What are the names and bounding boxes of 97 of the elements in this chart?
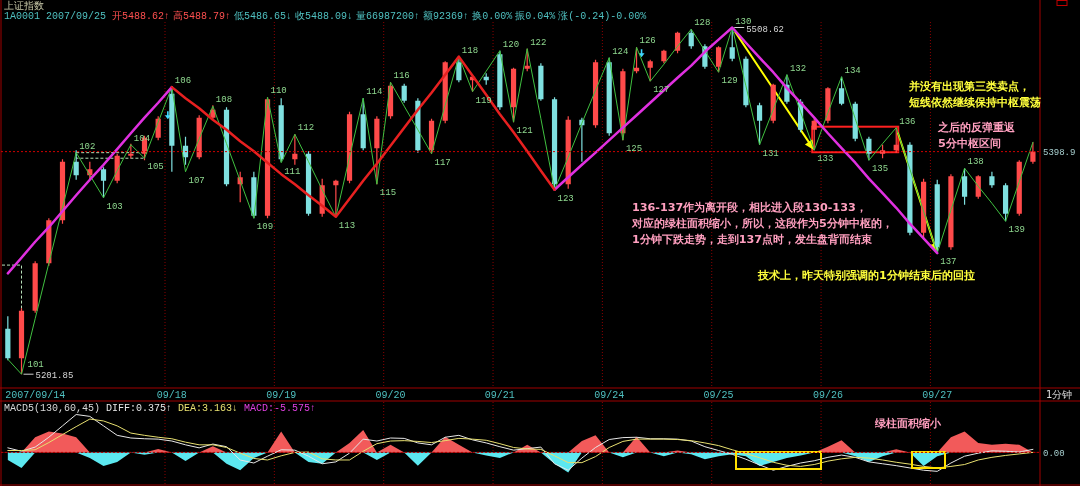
annotation: 122 (530, 37, 547, 48)
annotation: 101 (27, 360, 44, 371)
candlestick (838, 76, 845, 106)
candlestick (907, 142, 913, 236)
candlestick (32, 261, 38, 313)
annotation: 113 (338, 220, 356, 231)
annotation: 并没有出现第三类卖点， (908, 80, 1030, 93)
candlestick (647, 59, 653, 82)
x-tick-label: 09/25 (703, 390, 734, 401)
candlestick (1002, 183, 1009, 222)
annotation: 123 (557, 193, 574, 204)
annotation: 121 (516, 126, 533, 137)
annotation: 131 (762, 148, 779, 159)
chart-subtitle: 1A0001 2007/09/25 (4, 11, 107, 22)
annotation: 108 (215, 95, 233, 106)
x-tick-label: 09/24 (594, 390, 625, 401)
annotation: 138 (967, 157, 984, 168)
annotation: 134 (844, 65, 861, 76)
x-axis-title: 1分钟 (1046, 389, 1073, 400)
text: 收5488.09↓ (295, 11, 354, 22)
ref-line-label: 0.00 (1043, 448, 1065, 459)
candlestick (866, 136, 872, 161)
candlestick (661, 49, 667, 64)
annotation: 136 (899, 116, 916, 127)
chart-title: 上证指数 (4, 0, 44, 11)
annotation: 技术上，昨天特别强调的1分钟结束后的回拉 (757, 269, 975, 282)
annotation: 114 (366, 87, 383, 98)
candlestick (497, 50, 503, 110)
x-tick-label: 09/21 (484, 390, 515, 401)
text: 换0.00% (472, 10, 513, 22)
candlestick (278, 98, 284, 162)
text: 量66987200↑ (356, 11, 421, 22)
candlestick (879, 144, 886, 159)
annotation: 111 (284, 166, 301, 177)
x-tick-label: 09/19 (266, 390, 297, 401)
candlestick (73, 150, 79, 180)
x-tick-label: 09/18 (156, 390, 187, 401)
annotation: 118 (461, 45, 479, 56)
annotation: 129 (721, 76, 738, 87)
text: 高5488.79↑ (173, 10, 232, 22)
annotation: 126 (639, 36, 656, 47)
annotation: 对应的绿柱面积缩小，所以，这段作为5分钟中枢的， (631, 217, 893, 230)
annotation: 128 (694, 18, 711, 29)
annotation: 139 (1008, 225, 1025, 236)
annotation: 107 (188, 175, 205, 186)
annotation: 106 (174, 76, 192, 87)
candlestick (756, 102, 763, 145)
annotation: 短线依然继续保持中枢震荡 (908, 96, 1041, 109)
candlestick (538, 63, 544, 101)
annotation: 5分中枢区间 (938, 137, 1001, 150)
annotation: 136-137作为离开段，相比进入段130-133， (632, 201, 867, 214)
text: 额92369↑ (423, 10, 470, 22)
annotation: 120 (502, 39, 520, 50)
chart-title: MACD5(130,60,45) (4, 403, 101, 414)
candlestick (948, 174, 954, 250)
annotation: 132 (789, 63, 807, 74)
annotation: 之后的反弹重返 (937, 121, 1016, 134)
annotation: 105 (147, 162, 164, 173)
annotation: 117 (434, 157, 451, 168)
x-tick-label: 09/26 (812, 390, 843, 401)
candlestick (961, 168, 968, 205)
text: 低5486.65↓ (234, 11, 293, 22)
annotation: 绿柱面积缩小 (873, 417, 942, 430)
series-label: DIFF:0.375↑ (106, 403, 173, 414)
annotation: 137 (940, 257, 957, 268)
annotation: 110 (270, 86, 287, 97)
annotation: 103 (106, 201, 123, 212)
text: 5398.9 (1043, 148, 1076, 159)
x-tick-label: 09/27 (922, 390, 953, 401)
annotation: 112 (297, 123, 315, 134)
text: 130 (735, 16, 752, 27)
text: 振0.04% (515, 10, 556, 22)
annotation: 135 (871, 164, 889, 175)
candlestick (592, 59, 599, 128)
text: 开5488.62↑ (112, 11, 171, 22)
annotation: 125 (625, 144, 643, 155)
annotation: 133 (817, 154, 834, 165)
annotation: 5201.85 (35, 371, 74, 382)
candlestick (100, 167, 107, 198)
x-tick-label: 09/20 (375, 390, 406, 401)
x-tick-label: 2007/09/14 (5, 390, 66, 401)
annotation: 1分钟下跌走势，走到137点时，发生盘背而结束 (632, 233, 873, 246)
candlestick (401, 83, 407, 103)
candlestick (1030, 142, 1036, 164)
annotation: 5508.62 (746, 24, 785, 35)
candlestick (715, 46, 722, 73)
annotation: 124 (612, 46, 629, 57)
candlestick (989, 171, 995, 188)
annotation: 115 (379, 188, 397, 199)
candlestick (688, 29, 694, 49)
text: DEA:3.163↓ (178, 403, 239, 414)
text: 涨(-0.24)-0.00% (558, 10, 647, 22)
text: MACD:-5.575↑ (244, 403, 317, 414)
annotation: 116 (393, 71, 410, 82)
annotation: 102 (79, 141, 96, 152)
annotation: 109 (256, 222, 274, 233)
candlestick (5, 316, 11, 361)
